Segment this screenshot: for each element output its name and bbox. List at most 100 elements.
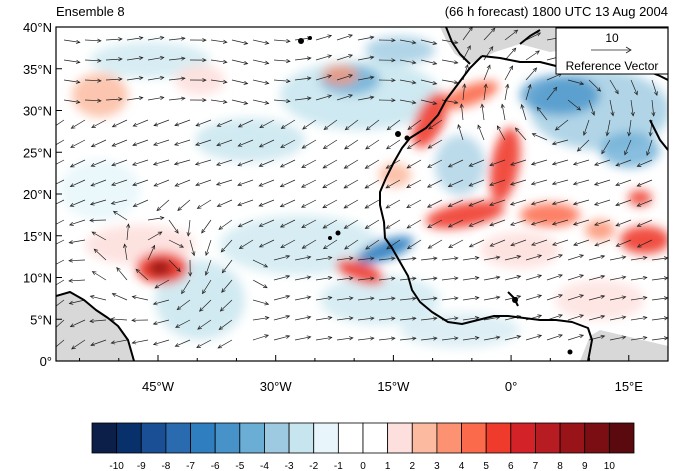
- wind-arrow: [222, 259, 233, 273]
- wind-arrow: [56, 179, 65, 185]
- wind-arrowhead: [511, 47, 517, 53]
- wind-arrow: [217, 199, 233, 207]
- wind-arrow: [385, 199, 401, 209]
- lon-tick-label: 15°E: [615, 379, 644, 394]
- wind-arrow: [441, 39, 458, 44]
- wind-arrowhead: [90, 162, 96, 167]
- wind-arrowhead: [462, 83, 467, 88]
- wind-arrowhead: [285, 294, 291, 299]
- wind-arrowhead: [156, 206, 161, 212]
- wind-arrow: [252, 279, 268, 288]
- wind-arrow: [457, 124, 464, 141]
- wind-arrowhead: [327, 295, 333, 301]
- colorbar-label: 8: [557, 461, 563, 471]
- wind-arrow: [357, 76, 374, 81]
- wind-arrowhead: [152, 161, 158, 166]
- island: [328, 236, 332, 240]
- wind-arrow: [112, 139, 128, 147]
- wind-arrow: [218, 319, 233, 330]
- wind-arrow: [90, 319, 107, 322]
- wind-arrow: [153, 299, 170, 305]
- wind-arrowhead: [651, 112, 656, 117]
- wind-arrowhead: [264, 100, 270, 105]
- wind-arrowhead: [131, 340, 137, 345]
- wind-arrow: [525, 67, 537, 81]
- wind-arrowhead: [427, 224, 432, 228]
- wind-arrowhead: [621, 275, 627, 280]
- wind-arrowhead: [218, 325, 224, 331]
- wind-arrowhead: [426, 183, 432, 188]
- wind-arrow: [273, 295, 290, 301]
- wind-arrowhead: [615, 162, 621, 167]
- wind-arrow: [615, 199, 632, 206]
- wind-arrow: [126, 77, 143, 81]
- wind-arrow: [624, 139, 632, 155]
- wind-arrowhead: [636, 202, 642, 207]
- wind-arrowhead: [412, 276, 417, 281]
- wind-arrow: [637, 179, 653, 187]
- wind-arrowhead: [576, 106, 582, 111]
- colorbar-label: 0: [360, 461, 366, 471]
- wind-arrowhead: [205, 251, 210, 256]
- wind-arrowhead: [306, 315, 312, 320]
- wind-arrowhead: [286, 78, 291, 84]
- wind-arrowhead: [615, 242, 621, 247]
- wind-arrow: [420, 59, 437, 65]
- wind-arrow: [238, 139, 254, 147]
- field-patch: [412, 92, 448, 148]
- wind-arrowhead: [600, 314, 606, 319]
- wind-arrowhead: [369, 316, 375, 321]
- wind-arrow: [344, 159, 359, 169]
- wind-arrow: [483, 64, 491, 81]
- lat-tick-label: 40°N: [23, 20, 52, 35]
- wind-arrow: [56, 139, 65, 146]
- wind-arrow: [609, 79, 619, 94]
- wind-arrow: [469, 239, 485, 248]
- wind-arrowhead: [327, 54, 333, 59]
- colorbar-swatch: [165, 422, 191, 454]
- wind-arrow: [630, 317, 647, 321]
- wind-arrow: [273, 335, 290, 341]
- wind-arrowhead: [642, 275, 648, 281]
- wind-arrowhead: [520, 103, 525, 109]
- wind-arrow: [420, 39, 437, 45]
- wind-arrowhead: [301, 224, 306, 228]
- wind-arrowhead: [286, 98, 291, 104]
- wind-arrow: [63, 79, 80, 83]
- wind-arrowhead: [537, 294, 543, 299]
- wind-arrow: [322, 159, 338, 169]
- wind-arrow: [280, 199, 296, 207]
- wind-arrow: [651, 317, 668, 321]
- longitude-axis: 45°W 30°W 15°W 0° 15°E: [79, 355, 669, 394]
- wind-arrowhead: [204, 271, 209, 276]
- colorbar-label: -2: [309, 461, 318, 471]
- wind-arrowhead: [551, 201, 557, 206]
- wind-arrowhead: [630, 111, 635, 117]
- wind-arrowhead: [343, 184, 349, 189]
- wind-arrow: [490, 239, 506, 247]
- wind-arrowhead: [489, 182, 494, 187]
- wind-arrowhead: [118, 77, 123, 82]
- wind-arrowhead: [71, 345, 76, 350]
- wind-arrowhead: [468, 243, 474, 248]
- wind-arrow: [238, 119, 254, 128]
- wind-arrowhead: [343, 204, 349, 209]
- wind-arrowhead: [174, 229, 179, 234]
- reference-vector-label: Reference Vector: [566, 59, 659, 73]
- wind-arrow: [84, 59, 101, 62]
- wind-arrow: [133, 119, 149, 127]
- wind-arrowhead: [579, 294, 585, 299]
- wind-arrowhead: [411, 80, 417, 85]
- wind-arrowhead: [90, 342, 95, 347]
- wind-arrowhead: [406, 164, 412, 169]
- wind-arrowhead: [412, 296, 417, 301]
- wind-arrow: [357, 56, 374, 61]
- wind-arrowhead: [69, 163, 75, 168]
- wind-arrowhead: [111, 182, 116, 186]
- wind-arrowhead: [386, 245, 391, 250]
- wind-arrow: [94, 248, 107, 261]
- colorbar-label: 9: [582, 461, 588, 471]
- wind-arrowhead: [537, 254, 543, 259]
- wind-arrow: [462, 257, 479, 261]
- wind-arrow: [216, 179, 233, 186]
